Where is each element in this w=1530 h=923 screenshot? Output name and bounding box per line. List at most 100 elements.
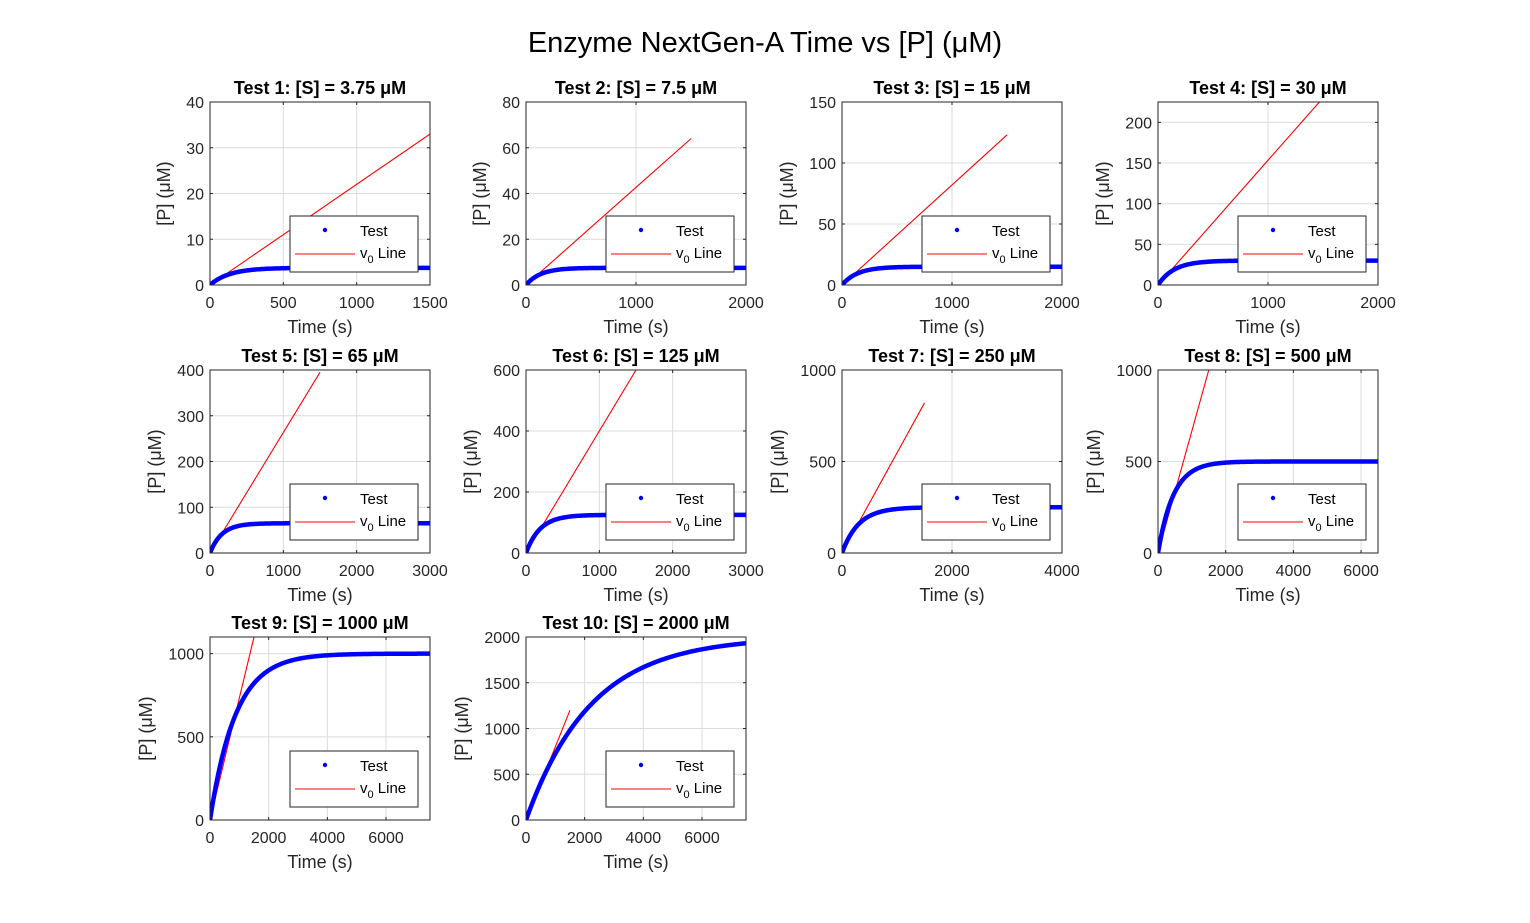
y-tick-label: 100 (1125, 197, 1152, 214)
x-tick-label: 2000 (251, 830, 287, 847)
y-tick-label: 0 (511, 813, 520, 830)
y-axis-label: [P] (μM) (452, 696, 472, 760)
x-axis-label: Time (s) (287, 852, 352, 872)
test-series (526, 641, 746, 820)
x-tick-label: 0 (522, 830, 531, 847)
legend-box (605, 483, 735, 541)
subplot-5: 0 1000 2000 3000 0 100 200 300 400 Test 5: [S] = … (145, 346, 448, 605)
legend-marker-test (954, 495, 960, 501)
y-tick-label: 0 (195, 546, 204, 563)
legend-label-v0-line: v0 Line (1308, 513, 1354, 534)
subplot-9: 0 2000 4000 6000 0 500 1000 Test 9: [S] = 1000 … (136, 613, 431, 872)
v0-line (842, 134, 1008, 285)
x-tick-label: 4000 (1276, 563, 1312, 580)
v0-line (526, 370, 637, 553)
x-tick-label: 1000 (339, 295, 375, 312)
y-tick-label: 40 (186, 95, 204, 112)
y-axis-label: [P] (μM) (768, 429, 788, 493)
legend-box (289, 215, 419, 273)
x-tick-label: 0 (838, 295, 847, 312)
y-tick-label: 0 (511, 278, 520, 295)
axis-box (525, 369, 747, 554)
y-tick-label: 500 (809, 455, 836, 472)
y-tick-label: 200 (493, 485, 520, 502)
legend-label-v0-line: v0 Line (360, 245, 406, 266)
y-tick-label: 0 (1143, 546, 1152, 563)
figure-title: Enzyme NextGen-A Time vs [P] (μM) (528, 27, 1002, 59)
v0-line (526, 138, 692, 285)
x-tick-label: 4000 (310, 830, 346, 847)
legend-label-v0-line: v0 Line (992, 245, 1038, 266)
subplot-title: Test 1: [S] = 3.75 μM (234, 78, 406, 98)
y-tick-label: 1000 (484, 722, 520, 739)
subplot-10: 0 2000 4000 6000 0 500 1000 1500 2000 Test 10: [S… (452, 613, 747, 872)
series-group (210, 637, 430, 820)
legend-marker-test (638, 495, 644, 501)
x-tick-label: 6000 (1343, 563, 1379, 580)
legend-box (289, 483, 419, 541)
x-axis-label: Time (s) (1235, 317, 1300, 337)
y-tick-label: 40 (502, 187, 520, 204)
legend: Test v0 Line (289, 750, 419, 808)
y-tick-label: 1000 (800, 363, 836, 380)
y-tick-label: 20 (186, 187, 204, 204)
y-tick-label: 0 (195, 278, 204, 295)
y-tick-label: 1000 (168, 647, 204, 664)
legend-label-v0-line: v0 Line (676, 513, 722, 534)
x-tick-label: 2000 (1208, 563, 1244, 580)
x-tick-label: 0 (206, 295, 215, 312)
x-tick-label: 0 (522, 563, 531, 580)
subplot-title: Test 2: [S] = 7.5 μM (555, 78, 717, 98)
subplot-8: 0 2000 4000 6000 0 500 1000 Test 8: [S] = 500 μ… (1084, 346, 1379, 605)
x-axis-label: Time (s) (287, 317, 352, 337)
y-tick-label: 50 (1134, 237, 1152, 254)
x-tick-label: 2000 (339, 563, 375, 580)
x-axis-label: Time (s) (603, 585, 668, 605)
x-axis-label: Time (s) (919, 585, 984, 605)
y-tick-label: 150 (809, 95, 836, 112)
x-tick-label: 3000 (728, 563, 764, 580)
y-axis-label: [P] (μM) (470, 161, 490, 225)
x-axis-label: Time (s) (1235, 585, 1300, 605)
subplot-6: 0 1000 2000 3000 0 200 400 600 Test 6: [S] = 125… (461, 346, 764, 605)
legend-marker-test (638, 227, 644, 233)
y-tick-label: 0 (827, 278, 836, 295)
x-tick-label: 2000 (1360, 295, 1396, 312)
subplot-title: Test 10: [S] = 2000 μM (542, 613, 729, 633)
y-tick-label: 2000 (484, 630, 520, 647)
x-tick-label: 0 (1154, 295, 1163, 312)
y-tick-label: 0 (1143, 278, 1152, 295)
v0-line (210, 133, 430, 285)
y-tick-label: 0 (827, 546, 836, 563)
series-group (1158, 370, 1378, 553)
subplot-title: Test 8: [S] = 500 μM (1184, 346, 1351, 366)
subplot-title: Test 7: [S] = 250 μM (868, 346, 1035, 366)
x-tick-label: 0 (206, 830, 215, 847)
legend-label-v0-line: v0 Line (360, 513, 406, 534)
legend-marker-test (1270, 227, 1276, 233)
y-axis-label: [P] (μM) (136, 696, 156, 760)
y-tick-label: 30 (186, 141, 204, 158)
x-tick-label: 6000 (368, 830, 404, 847)
legend-label-test: Test (676, 491, 704, 508)
legend-label-test: Test (360, 491, 388, 508)
legend-label-v0-line: v0 Line (676, 780, 722, 801)
y-tick-label: 0 (511, 546, 520, 563)
y-tick-label: 100 (177, 500, 204, 517)
y-axis-label: [P] (μM) (777, 161, 797, 225)
y-tick-label: 20 (502, 232, 520, 249)
y-axis-label: [P] (μM) (1093, 161, 1113, 225)
y-tick-label: 1000 (1116, 363, 1152, 380)
legend: Test v0 Line (289, 483, 419, 541)
subplot-2: 0 1000 2000 0 20 40 60 80 Test 2: [S] = 7.5 μM Ti… (470, 78, 764, 337)
subplot-title: Test 6: [S] = 125 μM (552, 346, 719, 366)
legend-marker-test (322, 762, 328, 768)
legend: Test v0 Line (605, 483, 735, 541)
x-tick-label: 4000 (1044, 563, 1080, 580)
x-tick-label: 1000 (934, 295, 970, 312)
x-tick-label: 4000 (626, 830, 662, 847)
subplot-4: 0 1000 2000 0 50 100 150 200 Test 4: [S] = 30 μM… (1093, 78, 1396, 337)
legend-label-test: Test (992, 223, 1020, 240)
y-tick-label: 100 (809, 156, 836, 173)
